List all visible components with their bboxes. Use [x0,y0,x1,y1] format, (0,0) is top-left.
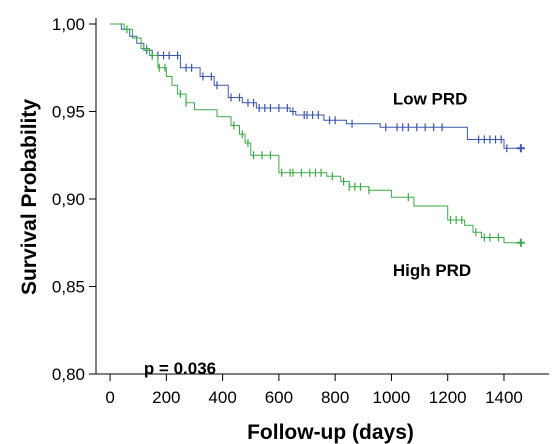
survival-curve [110,23,521,244]
x-axis-title: Follow-up (days) [247,421,414,444]
x-tick-label: 600 [265,388,293,407]
annotations: p = 0.036 Low PRD High PRD [144,90,471,379]
series-label: High PRD [393,261,471,280]
survival-curve [110,23,521,149]
x-tick-label: 200 [152,388,180,407]
x-tick-label: 1200 [429,388,467,407]
x-tick-label: 0 [105,388,114,407]
y-tick-label: 1,00 [52,15,85,34]
y-tick-label: 0,85 [52,278,85,297]
y-axis-title: Survival Probability [18,99,41,295]
series-label: Low PRD [393,90,468,109]
series-high-prd [110,23,525,247]
y-tick-label: 0,80 [52,365,85,384]
series-low-prd [110,23,525,153]
p-value-label: p = 0.036 [144,359,216,378]
x-tick-label: 1400 [485,388,523,407]
x-tick-label: 400 [208,388,236,407]
series-layer [110,23,525,247]
x-tick-label: 1000 [373,388,411,407]
y-tick-label: 0,95 [52,103,85,122]
axes: 0,80 0,85 0,90 0,95 1,00 0 200 400 600 800 1000 120… [18,15,549,444]
x-tick-label: 800 [321,388,349,407]
y-tick-label: 0,90 [52,190,85,209]
